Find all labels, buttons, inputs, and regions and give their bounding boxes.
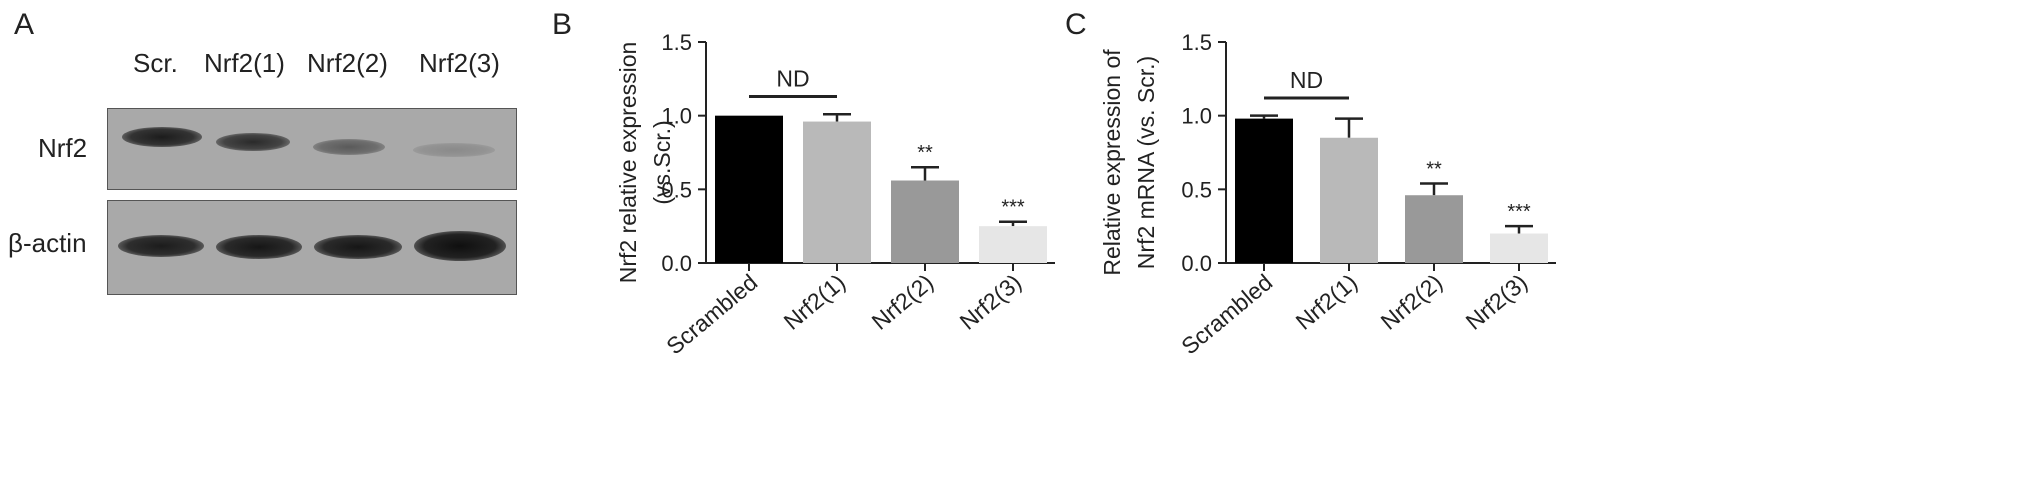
band-actin-2 [314, 235, 402, 259]
significance-label: *** [1001, 197, 1025, 219]
y-tick-label: 0.0 [661, 251, 692, 276]
y-tick-label: 0.5 [661, 177, 692, 202]
panel-label-c: C [1065, 8, 1087, 41]
lane-label-nrf2-2: Nrf2(2) [307, 48, 388, 78]
x-tick-label: Nrf2(1) [1291, 269, 1363, 335]
y-axis-label: (vs.Scr.) [649, 120, 675, 204]
x-tick-label: Nrf2(1) [779, 269, 851, 335]
x-tick-label: Nrf2(3) [955, 269, 1027, 335]
x-tick-label: Scrambled [1176, 269, 1277, 360]
x-tick-label: Nrf2(3) [1461, 269, 1533, 335]
chart-c: 0.0 0.5 1.0 1.5 Relative expression of Nrf2 m… [1099, 30, 1556, 360]
band-nrf2-scr [122, 127, 202, 147]
bar-0 [715, 115, 783, 264]
bar-2 [891, 180, 959, 263]
blot-beta-actin [107, 200, 517, 295]
blot-nrf2 [107, 108, 517, 190]
lane-label-scr: Scr. [133, 48, 178, 78]
bar-3 [1490, 233, 1548, 263]
bar-1 [803, 121, 871, 263]
y-axis-label: Relative expression of [1099, 49, 1125, 276]
y-tick-label: 1.0 [1181, 104, 1212, 129]
x-tick-label: Nrf2(2) [1376, 269, 1448, 335]
y-axis-label: Nrf2 relative expression [615, 42, 641, 284]
lane-label-nrf2-1: Nrf2(1) [204, 48, 285, 78]
x-tick-label: Nrf2(2) [867, 269, 939, 335]
band-nrf2-2 [313, 139, 385, 155]
bar-1 [1320, 137, 1378, 263]
band-actin-1 [216, 235, 302, 259]
comparison-label: ND [776, 66, 809, 92]
band-actin-scr [118, 235, 204, 257]
panel-label-b: B [552, 8, 573, 41]
band-actin-3 [414, 231, 506, 261]
y-tick-label: 1.5 [661, 30, 692, 55]
comparison-label: ND [1290, 67, 1323, 93]
significance-label: ** [1426, 158, 1442, 180]
y-tick-label: 0.0 [1181, 251, 1212, 276]
row-label-beta-actin: β-actin [8, 228, 87, 258]
x-tick-label: Scrambled [661, 269, 762, 360]
row-label-nrf2: Nrf2 [38, 133, 88, 163]
significance-label: ** [917, 142, 933, 164]
significance-label: *** [1507, 201, 1531, 223]
chart-b: 0.0 0.5 1.0 1.5 Nrf2 relative expression (vs.… [615, 30, 1055, 360]
lane-label-nrf2-3: Nrf2(3) [419, 48, 500, 78]
panel-label-a: A [14, 8, 35, 41]
bar-0 [1235, 118, 1293, 263]
bar-3 [979, 226, 1047, 263]
band-nrf2-1 [216, 133, 290, 151]
band-nrf2-3 [413, 143, 495, 157]
y-axis-label: Nrf2 mRNA (vs. Scr.) [1133, 56, 1159, 269]
y-tick-label: 1.5 [1181, 30, 1212, 55]
y-tick-label: 1.0 [661, 104, 692, 129]
bar-2 [1405, 195, 1463, 263]
y-tick-label: 0.5 [1181, 177, 1212, 202]
